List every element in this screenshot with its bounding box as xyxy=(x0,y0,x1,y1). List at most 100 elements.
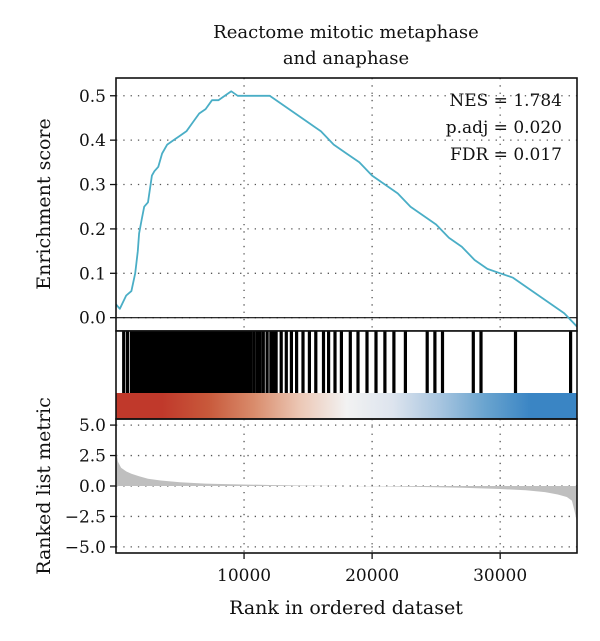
gene-hit-bar xyxy=(122,331,126,393)
gene-hit-bar xyxy=(289,331,293,393)
gene-hit-bar xyxy=(198,331,202,393)
gene-hit-bar xyxy=(333,331,337,393)
enrichment-score-line xyxy=(116,90,577,328)
es-y-tick-label: 0.5 xyxy=(79,87,106,107)
gene-hit-bar xyxy=(220,331,224,393)
gene-hit-bar xyxy=(279,331,283,393)
gene-hit-bar xyxy=(143,331,147,393)
gene-hit-bar xyxy=(125,331,130,393)
gene-hit-bar xyxy=(184,331,188,393)
enrichment-y-label: Enrichment score xyxy=(33,118,55,289)
gene-hit-bar xyxy=(307,331,311,393)
gene-hit-bar xyxy=(301,331,305,393)
gene-hit-bar xyxy=(236,331,240,393)
stats-annotations: NES = 1.784 p.adj = 0.020 FDR = 0.017 xyxy=(446,91,562,165)
ranked-area-group xyxy=(116,449,577,523)
gene-hit-bar xyxy=(167,331,171,393)
gene-hit-bar xyxy=(348,331,352,393)
rk-y-tick-label: −2.5 xyxy=(65,507,106,527)
gene-hit-bar xyxy=(134,331,139,393)
gene-hit-bar xyxy=(471,331,475,393)
enrichment-grid xyxy=(116,78,577,331)
gene-hit-bar xyxy=(182,331,186,393)
gene-hit-bar xyxy=(230,331,235,393)
es-y-tick-label: 0.2 xyxy=(79,220,106,240)
enrichment-curve-group xyxy=(116,90,577,328)
gene-hit-bar xyxy=(223,331,227,393)
gene-hit-bar xyxy=(202,331,206,393)
gene-hit-bar xyxy=(188,331,192,393)
gene-hit-bar xyxy=(225,331,229,393)
gene-hit-bar xyxy=(255,331,259,393)
ranked-metric-area xyxy=(116,449,577,523)
gene-hit-bar xyxy=(356,331,360,393)
gene-hit-bar xyxy=(433,331,437,393)
ranked-y-axis: 5.0 2.5 0.0 −2.5 −5.0 xyxy=(65,416,116,558)
gene-hit-bar xyxy=(271,331,276,393)
x-tick-label: 30000 xyxy=(473,566,527,586)
padj-annotation: p.adj = 0.020 xyxy=(446,118,562,138)
gene-hit-bar xyxy=(204,331,208,393)
gene-hit-bar xyxy=(179,331,183,393)
gene-hit-bar xyxy=(295,331,299,393)
gene-hit-bar xyxy=(339,331,343,393)
es-y-tick-label: 0.0 xyxy=(79,309,106,329)
rk-y-tick-label: 0.0 xyxy=(79,477,106,497)
rank-heat-bar xyxy=(116,393,577,419)
gene-hit-bar xyxy=(258,331,262,393)
gene-hit-bar xyxy=(145,331,149,393)
enrichment-panel-frame xyxy=(115,77,578,332)
gene-hit-bar xyxy=(155,331,159,393)
gene-hit-bar xyxy=(196,331,200,393)
es-y-tick-label: 0.3 xyxy=(79,176,106,196)
rk-y-tick-label: −5.0 xyxy=(65,538,106,558)
gene-hit-bar xyxy=(383,331,387,393)
x-axis: 10000 20000 30000 xyxy=(217,553,527,586)
chart-title-line-2: and anaphase xyxy=(283,48,409,69)
gene-hit-bar xyxy=(206,331,210,393)
gene-hit-bar xyxy=(274,331,278,393)
es-y-tick-label: 0.4 xyxy=(79,131,106,151)
x-axis-label: Rank in ordered dataset xyxy=(229,597,463,619)
gene-hit-bar xyxy=(403,331,407,393)
gene-hit-bar xyxy=(218,331,222,393)
gene-hit-bar xyxy=(200,331,204,393)
es-y-tick-label: 0.1 xyxy=(79,264,106,284)
gene-hit-bar xyxy=(175,331,180,393)
gene-hit-bar xyxy=(233,331,237,393)
gene-hit-bar xyxy=(479,331,483,393)
gene-hit-bar xyxy=(374,331,378,393)
gene-hit-bar xyxy=(248,331,253,393)
gene-hit-bar xyxy=(265,331,269,393)
gene-hit-bar xyxy=(165,331,169,393)
enrichment-y-axis: 0.0 0.1 0.2 0.3 0.4 0.5 xyxy=(79,87,116,329)
gene-hit-bar xyxy=(169,331,173,393)
gene-hit-bar xyxy=(147,331,151,393)
gene-hit-bar xyxy=(211,331,215,393)
gene-hit-bar xyxy=(186,331,190,393)
x-tick-label: 20000 xyxy=(345,566,399,586)
gene-hit-bar xyxy=(136,331,140,393)
ranked-y-label: Ranked list metric xyxy=(33,397,55,575)
gene-hit-bar xyxy=(241,331,245,393)
fdr-annotation: FDR = 0.017 xyxy=(450,145,562,165)
gene-hit-bar xyxy=(162,331,166,393)
gene-hit-bar xyxy=(246,331,250,393)
gene-hit-bar xyxy=(440,331,445,393)
gene-hit-bar xyxy=(228,331,232,393)
gene-hit-bar xyxy=(190,331,194,393)
gene-hit-bar xyxy=(214,331,218,393)
gene-hit-bar xyxy=(425,331,429,393)
nes-annotation: NES = 1.784 xyxy=(449,91,562,111)
gene-hit-bars xyxy=(122,331,573,393)
gene-hit-bar xyxy=(157,331,161,393)
gene-hit-bar xyxy=(177,331,181,393)
gene-hit-bar xyxy=(209,331,213,393)
gene-hit-bar xyxy=(321,331,326,393)
gene-hit-bar xyxy=(192,331,196,393)
chart-title-line-1: Reactome mitotic metaphase xyxy=(213,22,479,43)
gene-hit-bar xyxy=(392,331,396,393)
gene-hit-bar xyxy=(173,331,177,393)
gene-hit-bar xyxy=(261,331,265,393)
